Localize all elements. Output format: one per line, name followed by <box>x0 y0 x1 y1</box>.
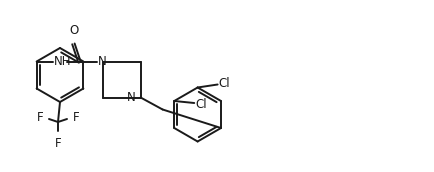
Text: N: N <box>98 55 106 68</box>
Text: O: O <box>69 24 78 36</box>
Text: Cl: Cl <box>219 77 230 90</box>
Text: F: F <box>55 137 61 150</box>
Text: Cl: Cl <box>195 98 207 110</box>
Text: N: N <box>127 91 135 104</box>
Text: NH: NH <box>54 55 71 68</box>
Text: F: F <box>73 110 79 123</box>
Text: F: F <box>36 110 43 123</box>
